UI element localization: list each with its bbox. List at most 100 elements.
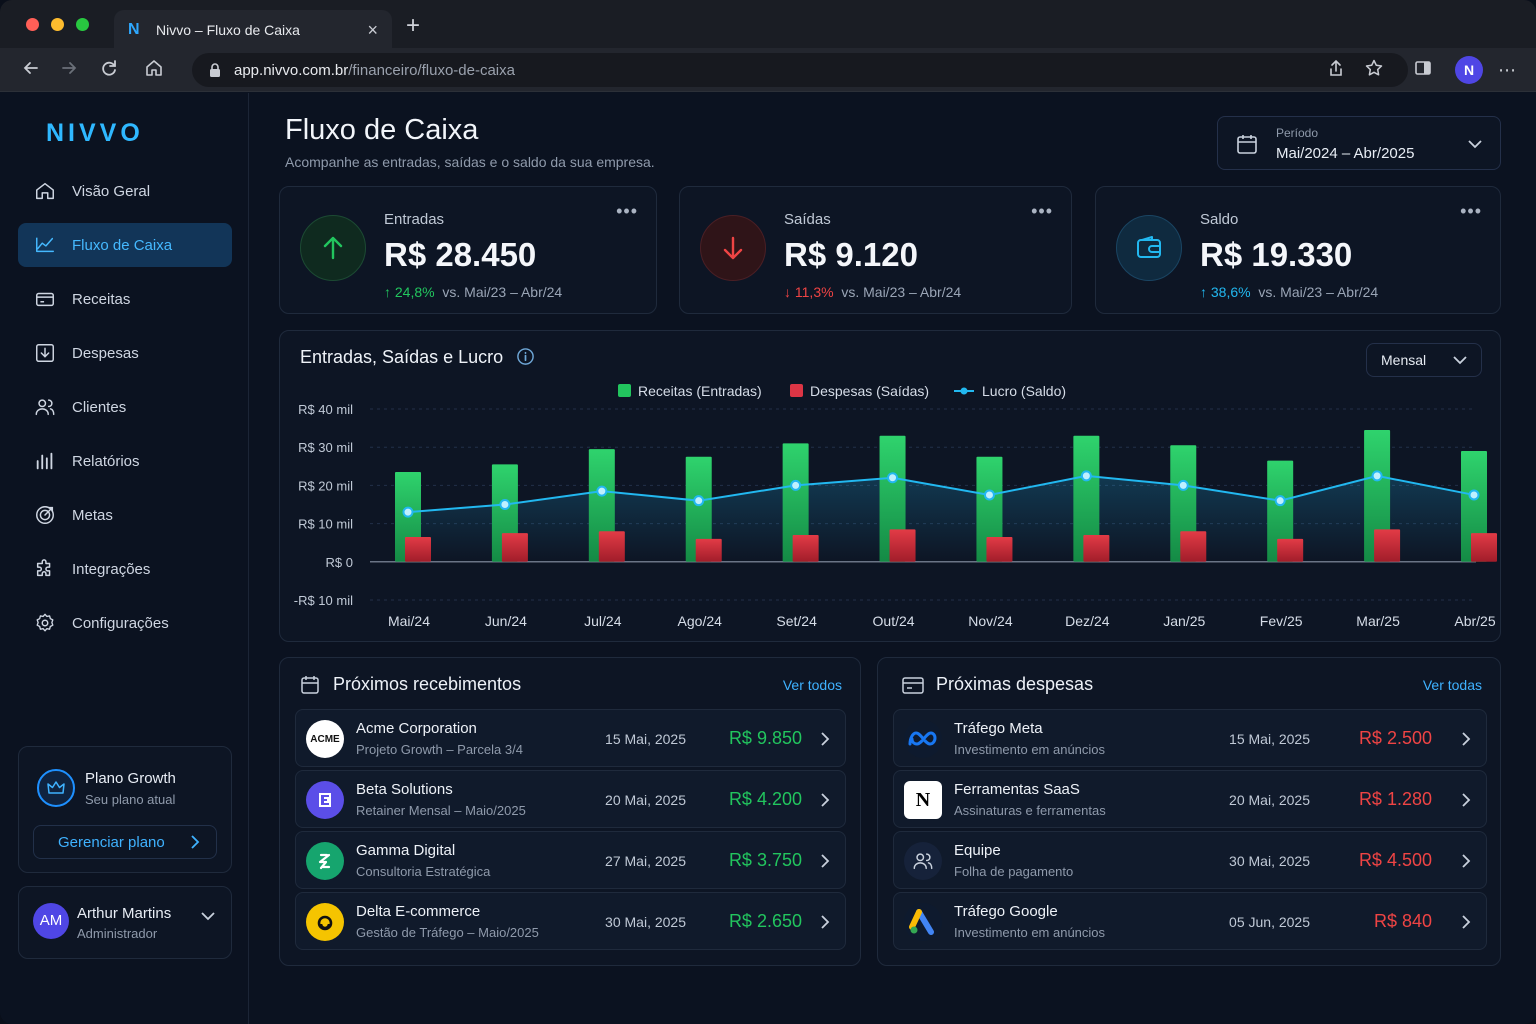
trend-up-icon: ↑ <box>1200 284 1211 300</box>
row-desc: Assinaturas e ferramentas <box>954 803 1106 818</box>
share-icon[interactable] <box>1324 58 1348 82</box>
sidebar-item-relatorios[interactable]: Relatórios <box>18 439 232 483</box>
bar-despesas <box>1277 538 1304 562</box>
plan-name: Plano Growth <box>85 770 176 787</box>
row-name: Ferramentas SaaS <box>954 781 1080 798</box>
trend-icon <box>36 237 54 253</box>
url-field[interactable]: app.nivvo.com.br/financeiro/fluxo-de-cai… <box>192 53 1408 87</box>
sidebar: NIVVO Visão Geral Fluxo de Caixa Receita… <box>0 93 249 1024</box>
card-icon <box>902 677 924 694</box>
row-date: 15 Mai, 2025 <box>605 731 686 747</box>
receivable-row-acme[interactable]: ACME Acme Corporation Projeto Growth – P… <box>295 709 846 767</box>
period-selector[interactable]: Período Mai/2024 – Abr/2025 <box>1217 116 1501 170</box>
new-tab-icon[interactable]: + <box>406 12 421 39</box>
bar-despesas <box>501 533 528 562</box>
home-browser-icon[interactable] <box>142 58 166 82</box>
expense-row-saas[interactable]: N Ferramentas SaaS Assinaturas e ferrame… <box>893 770 1487 828</box>
sidebar-item-label: Despesas <box>72 344 139 362</box>
url-host: app.nivvo.com.br <box>234 61 349 79</box>
bookmark-star-icon[interactable] <box>1362 58 1386 82</box>
sidebar-item-integracoes[interactable]: Integrações <box>18 547 232 591</box>
trend-down-icon: ↓ <box>784 284 795 300</box>
row-desc: Consultoria Estratégica <box>356 864 491 879</box>
x-tick-label: Jan/25 <box>1163 613 1205 629</box>
info-icon[interactable] <box>516 347 535 366</box>
row-amount: R$ 840 <box>1373 911 1432 931</box>
maximize-window-button[interactable] <box>76 18 89 31</box>
bar-receitas <box>782 443 809 562</box>
forward-icon[interactable] <box>57 58 81 82</box>
chevron-right-icon <box>821 793 830 807</box>
minimize-window-button[interactable] <box>51 18 64 31</box>
sidebar-item-receitas[interactable]: Receitas <box>18 277 232 321</box>
kpi-label: Entradas <box>384 211 445 228</box>
gamma-digital-logo <box>306 842 344 880</box>
sidebar-item-visao-geral[interactable]: Visão Geral <box>18 169 232 213</box>
kpi-change-value: 38,6% <box>1210 284 1251 300</box>
download-icon <box>36 344 54 362</box>
row-date: 15 Mai, 2025 <box>1229 731 1310 747</box>
receivables-card: Próximos recebimentos Ver todos ACME Acm… <box>279 657 861 966</box>
reload-icon[interactable] <box>97 58 121 82</box>
acme-logo: ACME <box>306 720 344 758</box>
sidebar-item-fluxo-de-caixa[interactable]: Fluxo de Caixa <box>18 223 232 267</box>
sidebar-item-clientes[interactable]: Clientes <box>18 385 232 429</box>
row-date: 05 Jun, 2025 <box>1229 914 1310 930</box>
profit-point <box>887 472 899 484</box>
expense-row-equipe[interactable]: Equipe Folha de pagamento 30 Mai, 2025 R… <box>893 831 1487 889</box>
bar-receitas <box>685 456 712 562</box>
row-name: Equipe <box>954 842 1001 859</box>
user-menu[interactable]: AM Arthur Martins Administrador <box>18 886 232 959</box>
close-tab-icon[interactable]: × <box>367 19 378 40</box>
view-all-expenses-link[interactable]: Ver todas <box>1422 677 1482 693</box>
chart-title: Entradas, Saídas e Lucro <box>300 347 535 368</box>
sidebar-item-despesas[interactable]: Despesas <box>18 331 232 375</box>
kpi-change: ↑ 38,6% vs. Mai/23 – Abr/24 <box>1200 284 1378 300</box>
row-desc: Investimento em anúncios <box>954 742 1106 757</box>
expense-row-meta[interactable]: Tráfego Meta Investimento em anúncios 15… <box>893 709 1487 767</box>
sidebar-item-label: Metas <box>72 506 113 524</box>
manage-plan-button[interactable]: Gerenciar plano <box>33 825 217 859</box>
sidebar-toggle-icon[interactable] <box>1411 58 1435 82</box>
crown-icon <box>37 769 75 807</box>
sidebar-item-metas[interactable]: Metas <box>18 493 232 537</box>
sidebar-item-configuracoes[interactable]: Configurações <box>18 601 232 645</box>
profile-avatar[interactable]: N <box>1455 56 1483 84</box>
more-options-icon[interactable]: ••• <box>1460 201 1482 221</box>
bar-receitas <box>1267 460 1294 562</box>
url-path: /financeiro/fluxo-de-caixa <box>348 61 515 79</box>
profit-point <box>1371 470 1383 482</box>
granularity-select[interactable]: Mensal <box>1366 343 1482 377</box>
receivable-row-gamma[interactable]: Gamma Digital Consultoria Estratégica 27… <box>295 831 846 889</box>
kpi-value: R$ 9.120 <box>784 236 918 273</box>
x-tick-label: Mai/24 <box>388 613 430 629</box>
bar-despesas <box>1471 533 1497 562</box>
back-icon[interactable] <box>19 58 43 82</box>
beta-solutions-logo <box>306 781 344 819</box>
chevron-down-icon <box>201 912 215 921</box>
view-all-receivables-link[interactable]: Ver todos <box>782 677 842 693</box>
row-date: 27 Mai, 2025 <box>605 853 686 869</box>
row-amount: R$ 1.280 <box>1358 789 1432 809</box>
puzzle-icon <box>36 559 51 577</box>
browser-menu-icon[interactable]: ⋯ <box>1498 60 1516 80</box>
kpi-compare: vs. Mai/23 – Abr/24 <box>841 284 962 300</box>
nivvo-logo[interactable]: NIVVO <box>46 119 144 147</box>
close-window-button[interactable] <box>26 18 39 31</box>
receivable-row-beta[interactable]: Beta Solutions Retainer Mensal – Maio/20… <box>295 770 846 828</box>
x-tick-label: Abr/25 <box>1454 613 1495 629</box>
user-avatar: AM <box>33 903 69 939</box>
row-name: Tráfego Google <box>954 903 1058 920</box>
profit-point <box>983 489 995 501</box>
more-options-icon[interactable]: ••• <box>616 201 638 221</box>
cash-flow-chart: R$ 40 mil R$ 30 mil R$ 20 mil R$ 10 mil R$ 0… <box>294 383 1497 629</box>
chart-card: Entradas, Saídas e Lucro Mensal R$ 40 mi… <box>279 330 1501 642</box>
x-tick-label: Jul/24 <box>584 613 622 629</box>
more-options-icon[interactable]: ••• <box>1031 201 1053 221</box>
profit-point <box>596 485 608 497</box>
bar-receitas <box>1364 430 1391 562</box>
browser-tab[interactable]: N Nivvo – Fluxo de Caixa × <box>114 10 392 50</box>
expense-row-google[interactable]: Tráfego Google Investimento em anúncios … <box>893 892 1487 950</box>
receivable-row-delta[interactable]: Delta E-commerce Gestão de Tráfego – Mai… <box>295 892 846 950</box>
x-tick-label: Jun/24 <box>485 613 527 629</box>
